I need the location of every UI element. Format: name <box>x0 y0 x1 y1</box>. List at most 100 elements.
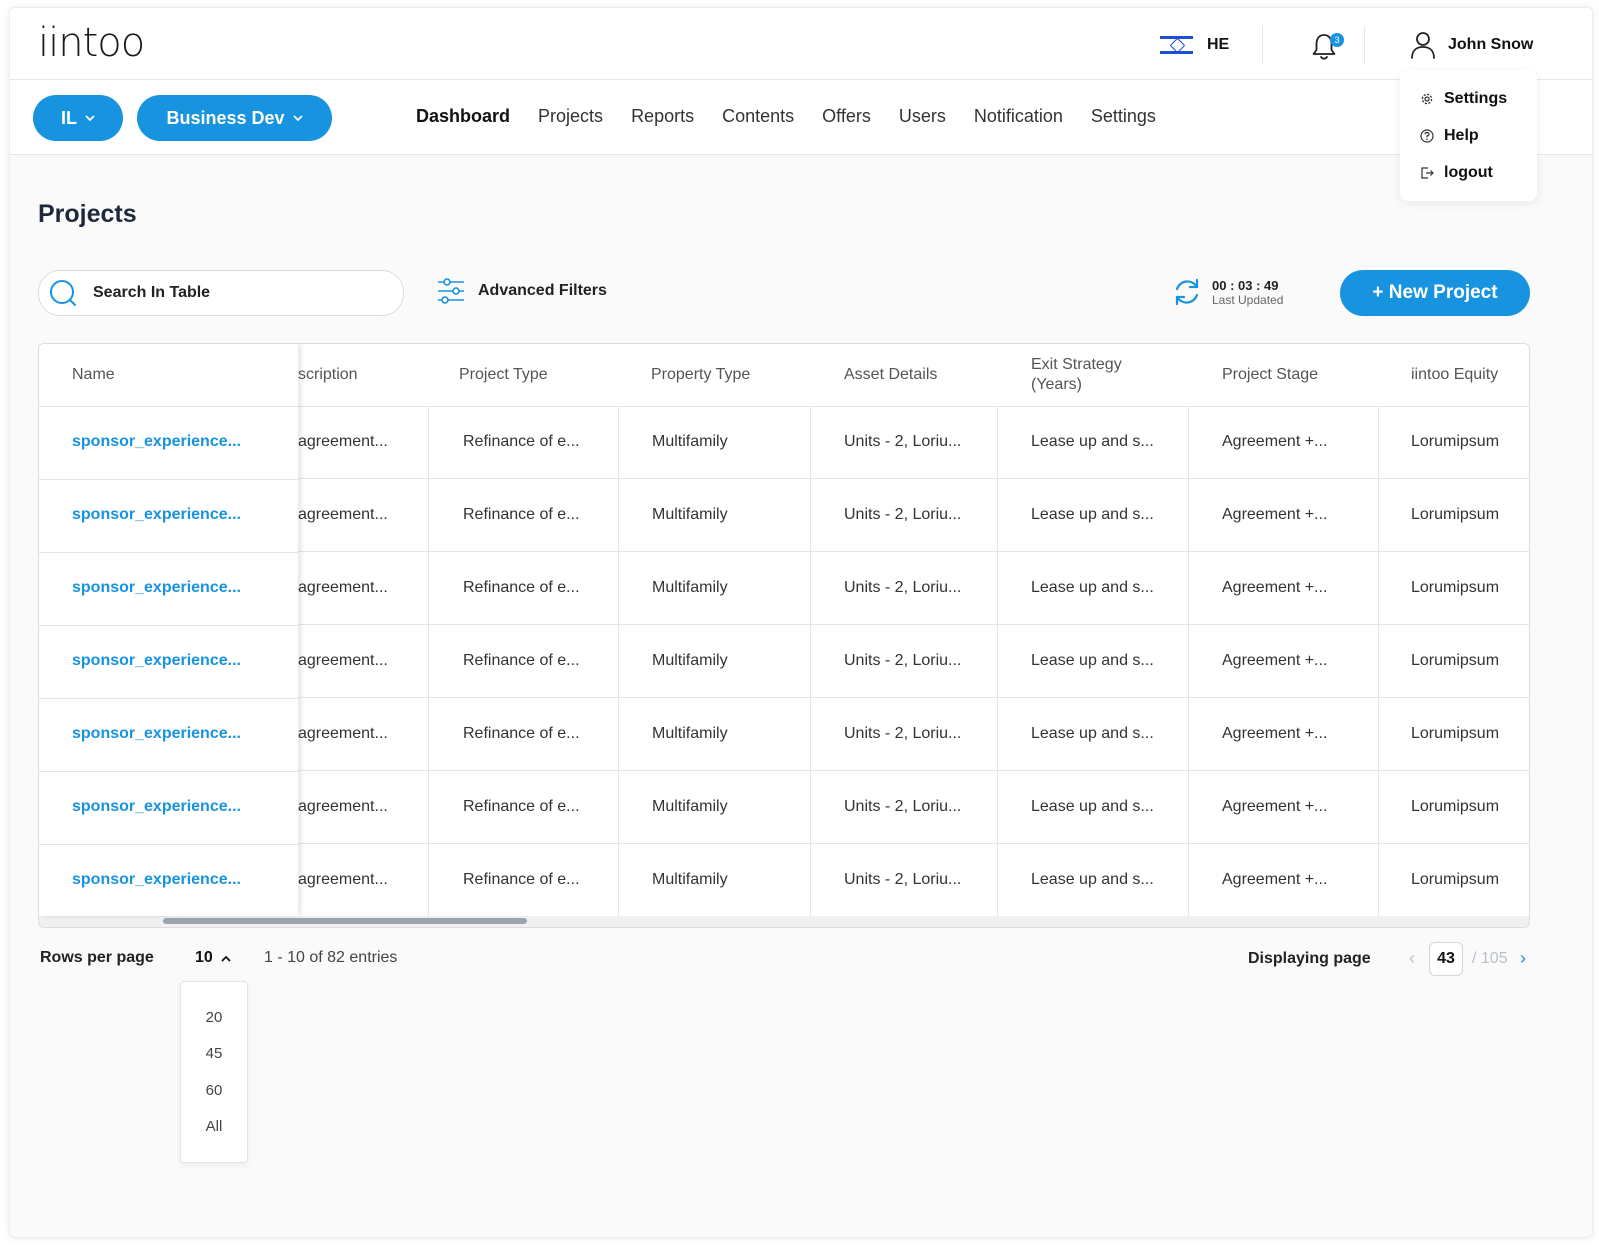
column-header-description[interactable]: scription <box>298 366 358 383</box>
cell-iintoo-equity: Lorumipsum <box>1411 506 1500 523</box>
column-header-name[interactable]: Name <box>72 366 115 383</box>
cell-name-link[interactable]: sponsor_experience... <box>72 479 241 551</box>
cell-project-stage: Agreement +... <box>1222 579 1328 596</box>
table-row[interactable]: agreement... Refinance of e... Multifami… <box>39 844 1529 916</box>
nav-item-reports[interactable]: Reports <box>631 106 695 126</box>
column-divider <box>810 406 811 916</box>
cell-name-link[interactable]: sponsor_experience... <box>72 844 241 916</box>
israel-flag-icon <box>1160 34 1193 56</box>
bell-icon[interactable] <box>1310 32 1338 62</box>
column-header-project-type[interactable]: Project Type <box>459 366 548 383</box>
region-filter-label: IL <box>61 107 77 128</box>
cell-property-type: Multifamily <box>652 506 728 523</box>
column-header-exit-strategy[interactable]: Exit Strategy (Years) <box>1031 356 1122 393</box>
search-box[interactable] <box>38 270 404 316</box>
cell-exit-strategy: Lease up and s... <box>1031 798 1154 815</box>
project-name[interactable]: sponsor_experience... <box>72 579 241 596</box>
cell-project-stage: Agreement +... <box>1222 652 1328 669</box>
cell-project-type: Refinance of e... <box>463 579 580 596</box>
table-row[interactable]: agreement... Refinance of e... Multifami… <box>39 625 1529 698</box>
user-icon <box>1411 32 1435 59</box>
table-row[interactable]: agreement... Refinance of e... Multifami… <box>39 479 1529 552</box>
project-name[interactable]: sponsor_experience... <box>72 871 241 888</box>
logo: iintoo <box>38 20 145 66</box>
horizontal-scrollbar[interactable] <box>39 916 1529 927</box>
menu-item-settings[interactable]: Settings <box>1420 90 1507 108</box>
cell-project-stage: Agreement +... <box>1222 433 1328 450</box>
cell-property-type: Multifamily <box>652 433 728 450</box>
project-name[interactable]: sponsor_experience... <box>72 725 241 742</box>
new-project-button[interactable]: + New Project <box>1340 270 1530 316</box>
rows-per-page-select[interactable]: 10 <box>195 949 231 967</box>
cell-asset-details: Units - 2, Loriu... <box>844 652 962 669</box>
cell-name-link[interactable]: sponsor_experience... <box>72 552 241 624</box>
nav-item-projects[interactable]: Projects <box>538 106 604 126</box>
rows-option-all[interactable]: All <box>205 1118 223 1135</box>
cell-exit-strategy: Lease up and s... <box>1031 433 1154 450</box>
user-profile-button[interactable]: John Snow <box>1410 28 1533 62</box>
advanced-filters-button[interactable]: Advanced Filters <box>436 276 607 306</box>
chevron-left-icon[interactable]: ‹ <box>1409 948 1415 968</box>
project-name[interactable]: sponsor_experience... <box>72 433 241 450</box>
nav-item-users[interactable]: Users <box>898 106 946 126</box>
chevron-down-icon <box>292 114 303 121</box>
nav-item-dashboard[interactable]: Dashboard <box>416 106 511 126</box>
cell-project-stage: Agreement +... <box>1222 798 1328 815</box>
search-input[interactable] <box>91 283 375 303</box>
cell-exit-strategy: Lease up and s... <box>1031 506 1154 523</box>
current-page-input[interactable]: 43 <box>1429 942 1463 976</box>
scrollbar-thumb[interactable] <box>163 918 527 924</box>
menu-item-logout[interactable]: logout <box>1420 164 1493 182</box>
language-switcher[interactable]: HE <box>1160 32 1229 58</box>
cell-project-stage: Agreement +... <box>1222 506 1328 523</box>
project-name[interactable]: sponsor_experience... <box>72 652 241 669</box>
division-filter-button[interactable]: Business Dev <box>137 95 332 141</box>
nav-item-notification[interactable]: Notification <box>973 106 1063 126</box>
project-name[interactable]: sponsor_experience... <box>72 506 241 523</box>
region-filter-button[interactable]: IL <box>33 95 123 141</box>
column-header-asset-details[interactable]: Asset Details <box>844 366 938 383</box>
chevron-up-icon <box>221 955 231 962</box>
column-divider <box>997 406 998 916</box>
cell-asset-details: Units - 2, Loriu... <box>844 579 962 596</box>
table-row[interactable]: agreement... Refinance of e... Multifami… <box>39 771 1529 844</box>
cell-name-link[interactable]: sponsor_experience... <box>72 771 241 843</box>
cell-iintoo-equity: Lorumipsum <box>1411 798 1500 815</box>
rows-option-45[interactable]: 45 <box>205 1045 223 1062</box>
cell-asset-details: Units - 2, Loriu... <box>844 871 962 888</box>
cell-project-type: Refinance of e... <box>463 798 580 815</box>
rows-per-page-value: 10 <box>195 949 213 966</box>
nav-item-settings[interactable]: Settings <box>1090 106 1156 126</box>
last-updated-time: 00 : 03 : 49 <box>1212 277 1279 293</box>
cell-name-link[interactable]: sponsor_experience... <box>72 698 241 770</box>
sticky-name-column: Name sponsor_experience... sponsor_exper… <box>39 344 298 916</box>
nav-item-contents[interactable]: Contents <box>722 106 795 126</box>
column-header-property-type[interactable]: Property Type <box>651 366 751 383</box>
table-row[interactable]: agreement... Refinance of e... Multifami… <box>39 552 1529 625</box>
cell-property-type: Multifamily <box>652 798 728 815</box>
cell-project-type: Refinance of e... <box>463 433 580 450</box>
nav-item-offers[interactable]: Offers <box>822 106 871 126</box>
total-pages: / 105 <box>1472 950 1508 967</box>
rows-option-60[interactable]: 60 <box>205 1082 223 1099</box>
cell-name-link[interactable]: sponsor_experience... <box>72 406 241 478</box>
project-name[interactable]: sponsor_experience... <box>72 798 241 815</box>
menu-item-help[interactable]: Help <box>1420 127 1479 145</box>
rows-per-page-label: Rows per page <box>40 949 154 966</box>
cell-name-link[interactable]: sponsor_experience... <box>72 625 241 697</box>
cell-project-type: Refinance of e... <box>463 652 580 669</box>
refresh-icon[interactable] <box>1172 276 1202 308</box>
column-header-iintoo-equity[interactable]: iintoo Equity <box>1411 366 1499 383</box>
cell-description: agreement... <box>298 871 388 888</box>
cell-project-stage: Agreement +... <box>1222 871 1328 888</box>
table-row[interactable]: agreement... Refinance of e... Multifami… <box>39 406 1529 479</box>
table-row[interactable]: agreement... Refinance of e... Multifami… <box>39 698 1529 771</box>
chevron-right-icon[interactable]: › <box>1520 948 1526 968</box>
column-header-project-stage[interactable]: Project Stage <box>1222 366 1319 383</box>
cell-project-type: Refinance of e... <box>463 725 580 742</box>
rows-option-20[interactable]: 20 <box>205 1009 223 1026</box>
app-window: iintoo HE 3 John Snow IL B <box>9 7 1593 1238</box>
main-nav: Dashboard Projects Reports Contents Offe… <box>416 106 1156 127</box>
cell-exit-strategy: Lease up and s... <box>1031 579 1154 596</box>
column-divider <box>428 406 429 916</box>
